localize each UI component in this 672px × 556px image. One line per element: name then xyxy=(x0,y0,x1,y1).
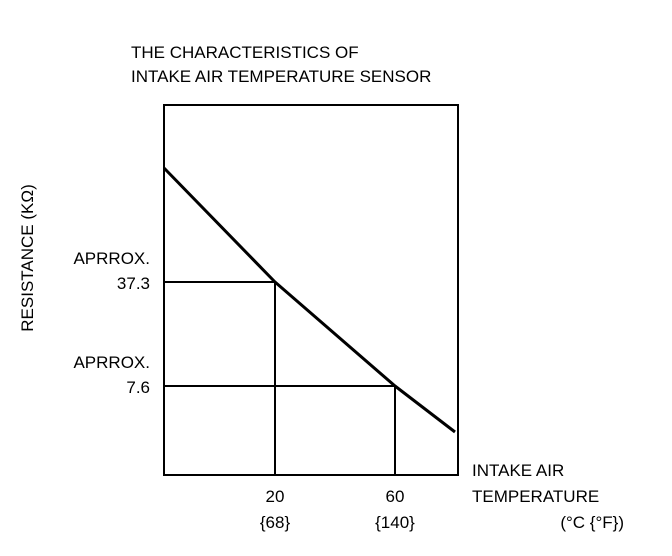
chart-title-line-1: THE CHARACTERISTICS OF xyxy=(131,43,359,62)
annotation-labels: APRROX. 37.3 APRROX. 7.6 xyxy=(73,249,150,397)
reference-lines xyxy=(164,281,396,475)
x-axis-label-units: (°C {°F}) xyxy=(560,513,624,532)
x-tick-sublabel-1: {140} xyxy=(375,513,415,532)
x-axis-label-line-1: INTAKE AIR xyxy=(472,461,564,480)
plot-frame xyxy=(163,104,459,476)
x-tick-labels: 20 {68} 60 {140} xyxy=(260,487,415,532)
annotation-0-line-2: 37.3 xyxy=(117,274,150,293)
x-tick-label-1: 60 xyxy=(386,487,405,506)
series-group xyxy=(162,166,456,434)
annotation-1-line-1: APRROX. xyxy=(73,353,150,372)
y-axis-label: RESISTANCE (KΩ) xyxy=(18,184,37,331)
x-axis-label: INTAKE AIR TEMPERATURE (°C {°F}) xyxy=(472,461,624,532)
resistance-curve xyxy=(162,166,456,434)
x-axis-label-line-2: TEMPERATURE xyxy=(472,487,599,506)
annotation-1-line-2: 7.6 xyxy=(126,378,150,397)
x-tick-label-0: 20 xyxy=(266,487,285,506)
chart-title: THE CHARACTERISTICS OF INTAKE AIR TEMPER… xyxy=(131,43,431,86)
chart-title-line-2: INTAKE AIR TEMPERATURE SENSOR xyxy=(131,67,431,86)
annotation-0-line-1: APRROX. xyxy=(73,249,150,268)
x-tick-sublabel-0: {68} xyxy=(260,513,291,532)
